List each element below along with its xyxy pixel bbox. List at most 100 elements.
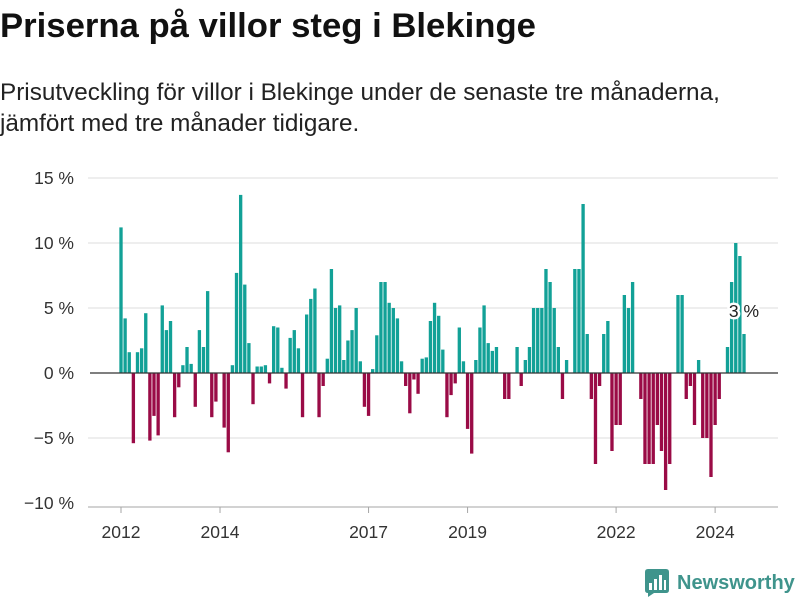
bar [263, 365, 268, 373]
bar [416, 373, 420, 394]
x-tick-label: 2022 [597, 522, 636, 542]
x-tick-label: 2014 [201, 522, 240, 542]
bar [734, 243, 738, 373]
bar [709, 373, 713, 477]
bar [139, 348, 144, 373]
last-value-label: 3 % [729, 301, 759, 321]
bar [366, 373, 371, 416]
bar [573, 269, 577, 373]
bar [234, 272, 239, 373]
bar [144, 313, 148, 373]
bar [127, 352, 131, 373]
bar [461, 361, 466, 373]
y-tick-label: −10 % [24, 493, 74, 513]
bar [449, 373, 453, 396]
bar [292, 330, 296, 373]
bar [527, 347, 532, 373]
x-tick-label: 2017 [349, 522, 388, 542]
bar [614, 373, 618, 425]
annotations: 3 % [726, 299, 761, 324]
y-tick-label: 10 % [34, 233, 74, 253]
bar [424, 357, 428, 373]
brand-name: Newsworthy [677, 571, 795, 594]
x-tick-label: 2024 [696, 522, 735, 542]
bar [684, 373, 688, 399]
bar [305, 314, 309, 373]
bar [321, 373, 325, 386]
bar [622, 295, 627, 373]
bar [168, 321, 173, 373]
bar [404, 373, 408, 386]
bar [651, 373, 655, 464]
bar [680, 295, 684, 373]
bar [606, 321, 610, 373]
bar [226, 373, 230, 453]
bar [164, 330, 169, 373]
bar [197, 330, 202, 373]
bar [552, 308, 556, 373]
bar [597, 373, 602, 386]
y-tick-label: 15 % [34, 168, 74, 188]
y-axis: 15 % 10 % 5 % 0 % −5 % −10 % [24, 168, 74, 513]
bar [610, 373, 614, 451]
bar [276, 327, 280, 373]
bar [655, 373, 660, 425]
bar [676, 295, 680, 373]
bar [300, 373, 305, 418]
bar [362, 373, 367, 407]
bar [383, 282, 387, 373]
bar [135, 352, 140, 373]
bar [457, 327, 461, 373]
bar [255, 366, 259, 373]
bar [556, 347, 560, 373]
bar [544, 269, 548, 373]
bars [119, 194, 746, 490]
bar [540, 308, 544, 373]
bar [238, 194, 243, 373]
bar [470, 373, 474, 454]
bar [581, 204, 585, 373]
bar [205, 291, 210, 373]
bar [247, 343, 251, 373]
bar [630, 282, 635, 373]
bar [507, 373, 511, 399]
bar [639, 373, 643, 399]
bar [548, 282, 552, 373]
bar [280, 367, 284, 373]
bar [717, 373, 721, 399]
bar [503, 373, 507, 399]
bar [585, 334, 589, 373]
subtitle-line: jämfört med tre månader tidigare. [0, 110, 360, 137]
bar [445, 373, 449, 418]
bar [474, 360, 478, 373]
bar [412, 373, 416, 380]
bar [313, 288, 317, 373]
bar [486, 343, 490, 373]
bar [123, 318, 127, 373]
bar [531, 308, 536, 373]
bar [371, 369, 375, 373]
bar [387, 302, 391, 373]
bar [222, 373, 226, 428]
x-axis: 2012 2014 2017 2019 2022 2024 [88, 506, 778, 542]
bar [309, 298, 313, 373]
bar [296, 348, 301, 373]
bar [519, 373, 523, 386]
bar [536, 308, 540, 373]
bar [333, 308, 338, 373]
bar [725, 347, 730, 373]
bar [523, 360, 527, 373]
bar [156, 373, 160, 436]
bar [663, 373, 668, 490]
bar [354, 308, 358, 373]
bar [230, 365, 235, 373]
bar [441, 349, 445, 373]
bar [490, 350, 494, 373]
bar [432, 302, 437, 373]
bar [742, 334, 746, 373]
bar [391, 308, 395, 373]
bar [329, 269, 334, 373]
bar [696, 360, 701, 373]
bar [119, 227, 123, 373]
